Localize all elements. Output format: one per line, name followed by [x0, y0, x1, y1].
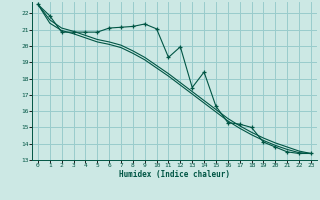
- X-axis label: Humidex (Indice chaleur): Humidex (Indice chaleur): [119, 170, 230, 179]
